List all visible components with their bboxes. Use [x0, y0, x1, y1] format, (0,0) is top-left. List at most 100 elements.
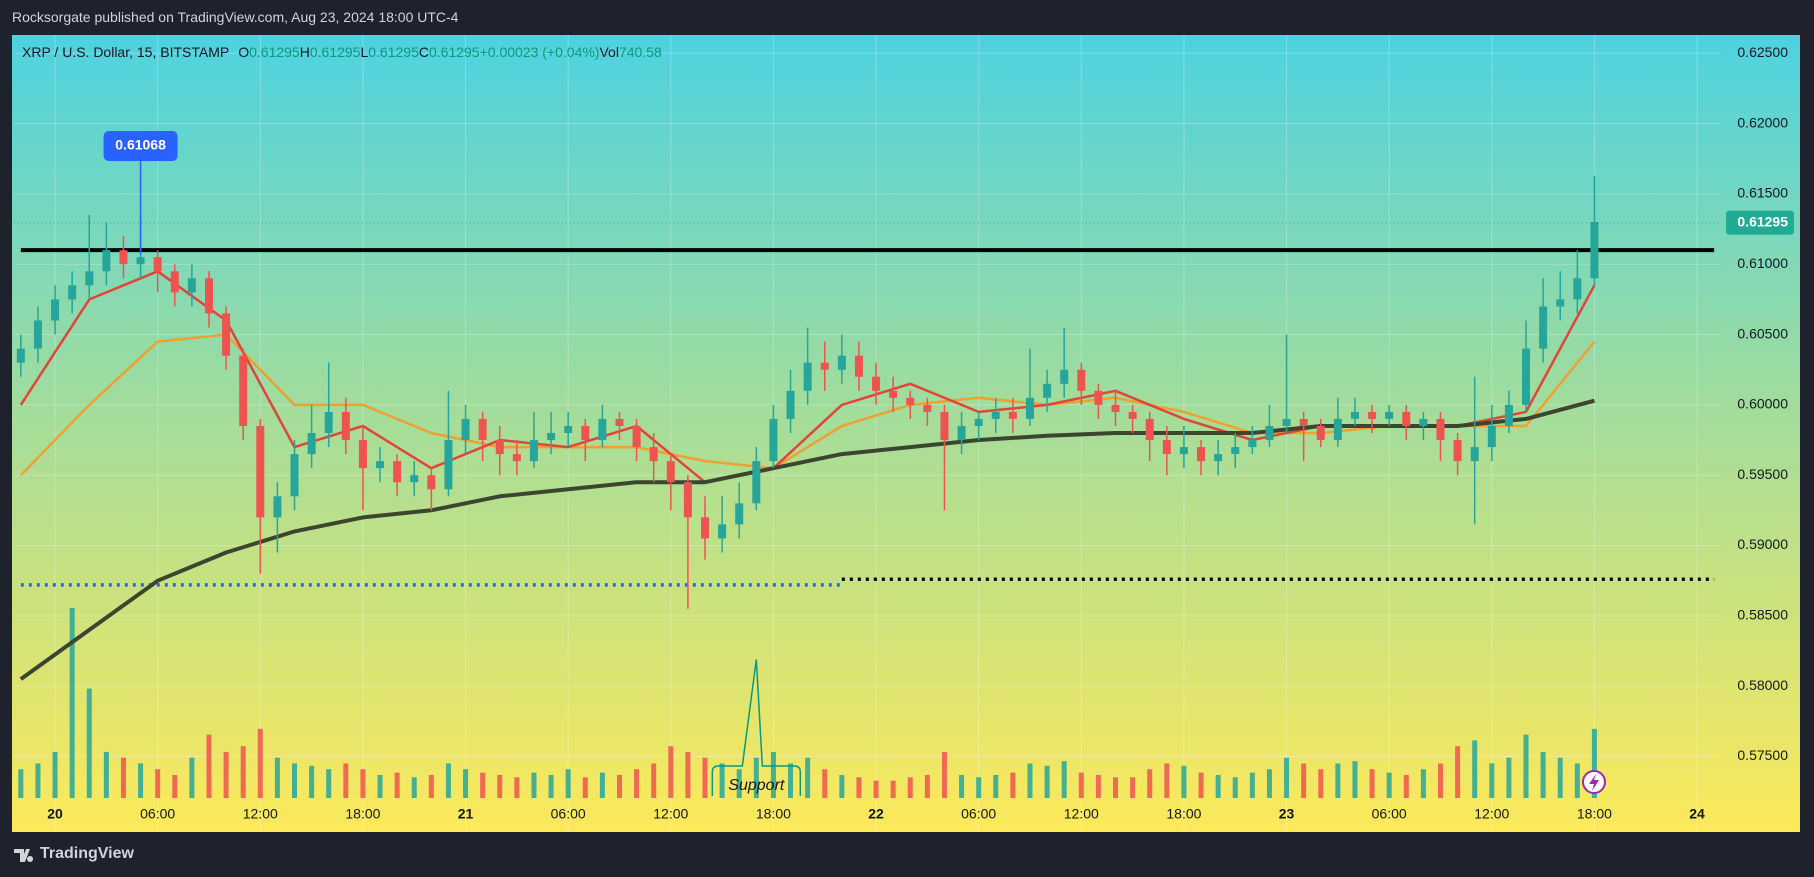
volume-bar [873, 780, 879, 798]
volume-bar [1301, 763, 1307, 798]
volume-bar [138, 763, 144, 798]
volume-bar [548, 774, 554, 798]
candle-body [410, 475, 419, 483]
candle-body [1470, 447, 1479, 462]
x-tick-label: 06:00 [961, 806, 996, 822]
y-tick-label: 0.62000 [1737, 114, 1788, 130]
brand-logo [14, 849, 34, 862]
volume-bar [480, 772, 486, 798]
volume-bar [668, 746, 674, 798]
volume-bar [890, 780, 896, 798]
candle-body [1128, 411, 1137, 419]
volume-bar [805, 757, 811, 798]
candle-body [906, 397, 915, 405]
legend-change: +0.00023 (+0.04%) [479, 44, 600, 60]
candle-body [1214, 454, 1223, 462]
candle-body [529, 440, 538, 462]
candle-body [358, 440, 367, 469]
candle-body [1179, 447, 1188, 455]
candle-body [632, 425, 641, 448]
volume-bar [52, 751, 58, 798]
candle-body [837, 355, 846, 370]
volume-bar [1147, 769, 1153, 798]
candle-body [324, 411, 333, 433]
alert-icon-bolt [1589, 774, 1599, 791]
candle-body [1025, 397, 1034, 419]
volume-bar [326, 769, 332, 798]
last-price-tag [1726, 210, 1794, 235]
volume-bar [1506, 757, 1512, 798]
candle-body [683, 482, 692, 518]
candle-body [273, 496, 282, 518]
candle-body [752, 461, 761, 504]
volume-bar [1078, 772, 1084, 798]
volume-bar [1523, 734, 1529, 798]
legend-key: Vol [599, 44, 619, 60]
volume-bar [1232, 777, 1238, 798]
candle-body [204, 278, 213, 314]
y-tick-label: 0.58500 [1737, 607, 1788, 623]
candle-body [85, 271, 94, 286]
high-label: 0.61068 [115, 137, 166, 153]
candle-body [820, 362, 829, 370]
volume-bar [86, 688, 92, 798]
candle-body [495, 440, 504, 455]
symbol-title: XRP / U.S. Dollar, 15, BITSTAMP [22, 44, 230, 60]
volume-bar [428, 774, 434, 798]
candle-body [1231, 447, 1240, 455]
volume-bar [719, 763, 725, 798]
volume-bar [35, 763, 41, 798]
volume-bar [411, 777, 417, 798]
volume-bar [1455, 746, 1461, 798]
legend-value: 0.61295 [249, 44, 300, 60]
volume-bar [1352, 761, 1358, 798]
x-tick-label: 12:00 [1474, 806, 1509, 822]
volume-bar [1181, 765, 1187, 798]
candle-body [940, 411, 949, 441]
candle-body [444, 440, 453, 490]
volume-bar [1420, 769, 1426, 798]
volume-bar [1335, 763, 1341, 798]
x-tick-label: 24 [1689, 806, 1705, 822]
y-tick-label: 0.57500 [1737, 747, 1788, 763]
volume-bar [309, 765, 315, 798]
candle-body [341, 411, 350, 441]
y-tick-label: 0.60000 [1737, 396, 1788, 412]
candle-body [1094, 390, 1103, 405]
x-tick-label: 12:00 [653, 806, 688, 822]
candle-body [718, 524, 727, 539]
volume-bar [753, 757, 759, 798]
candle-body [1402, 411, 1411, 426]
candle-body [1539, 306, 1548, 349]
high-label-box [103, 131, 178, 161]
candle-body [512, 454, 521, 462]
volume-bar [206, 734, 212, 798]
volume-bar [1472, 740, 1478, 798]
volume-bar [240, 746, 246, 798]
candle-body [1282, 418, 1291, 426]
x-tick-label: 21 [458, 806, 474, 822]
candle-body [1197, 447, 1206, 462]
chart-background [12, 35, 1800, 832]
candle-body [290, 454, 299, 497]
volume-bar [1591, 728, 1597, 798]
candle-body [735, 503, 744, 525]
candle-body [1316, 425, 1325, 441]
volume-bar [634, 769, 640, 798]
volume-bar [1266, 769, 1272, 798]
x-tick-label: 18:00 [756, 806, 791, 822]
candle-body [923, 404, 932, 412]
moving-average [19, 398, 1595, 681]
candle-body [564, 425, 573, 433]
x-tick-label: 18:00 [1166, 806, 1201, 822]
volume-bar [1010, 772, 1016, 798]
candle-body [16, 348, 25, 363]
volume-bar [1557, 757, 1563, 798]
volume-bar [1386, 772, 1392, 798]
volume-bar [1403, 774, 1409, 798]
volume-bar [103, 751, 109, 798]
volume-bar [788, 763, 794, 798]
legend-key: H [299, 44, 310, 60]
volume-bar [463, 769, 469, 798]
volume-bar [1113, 777, 1119, 798]
